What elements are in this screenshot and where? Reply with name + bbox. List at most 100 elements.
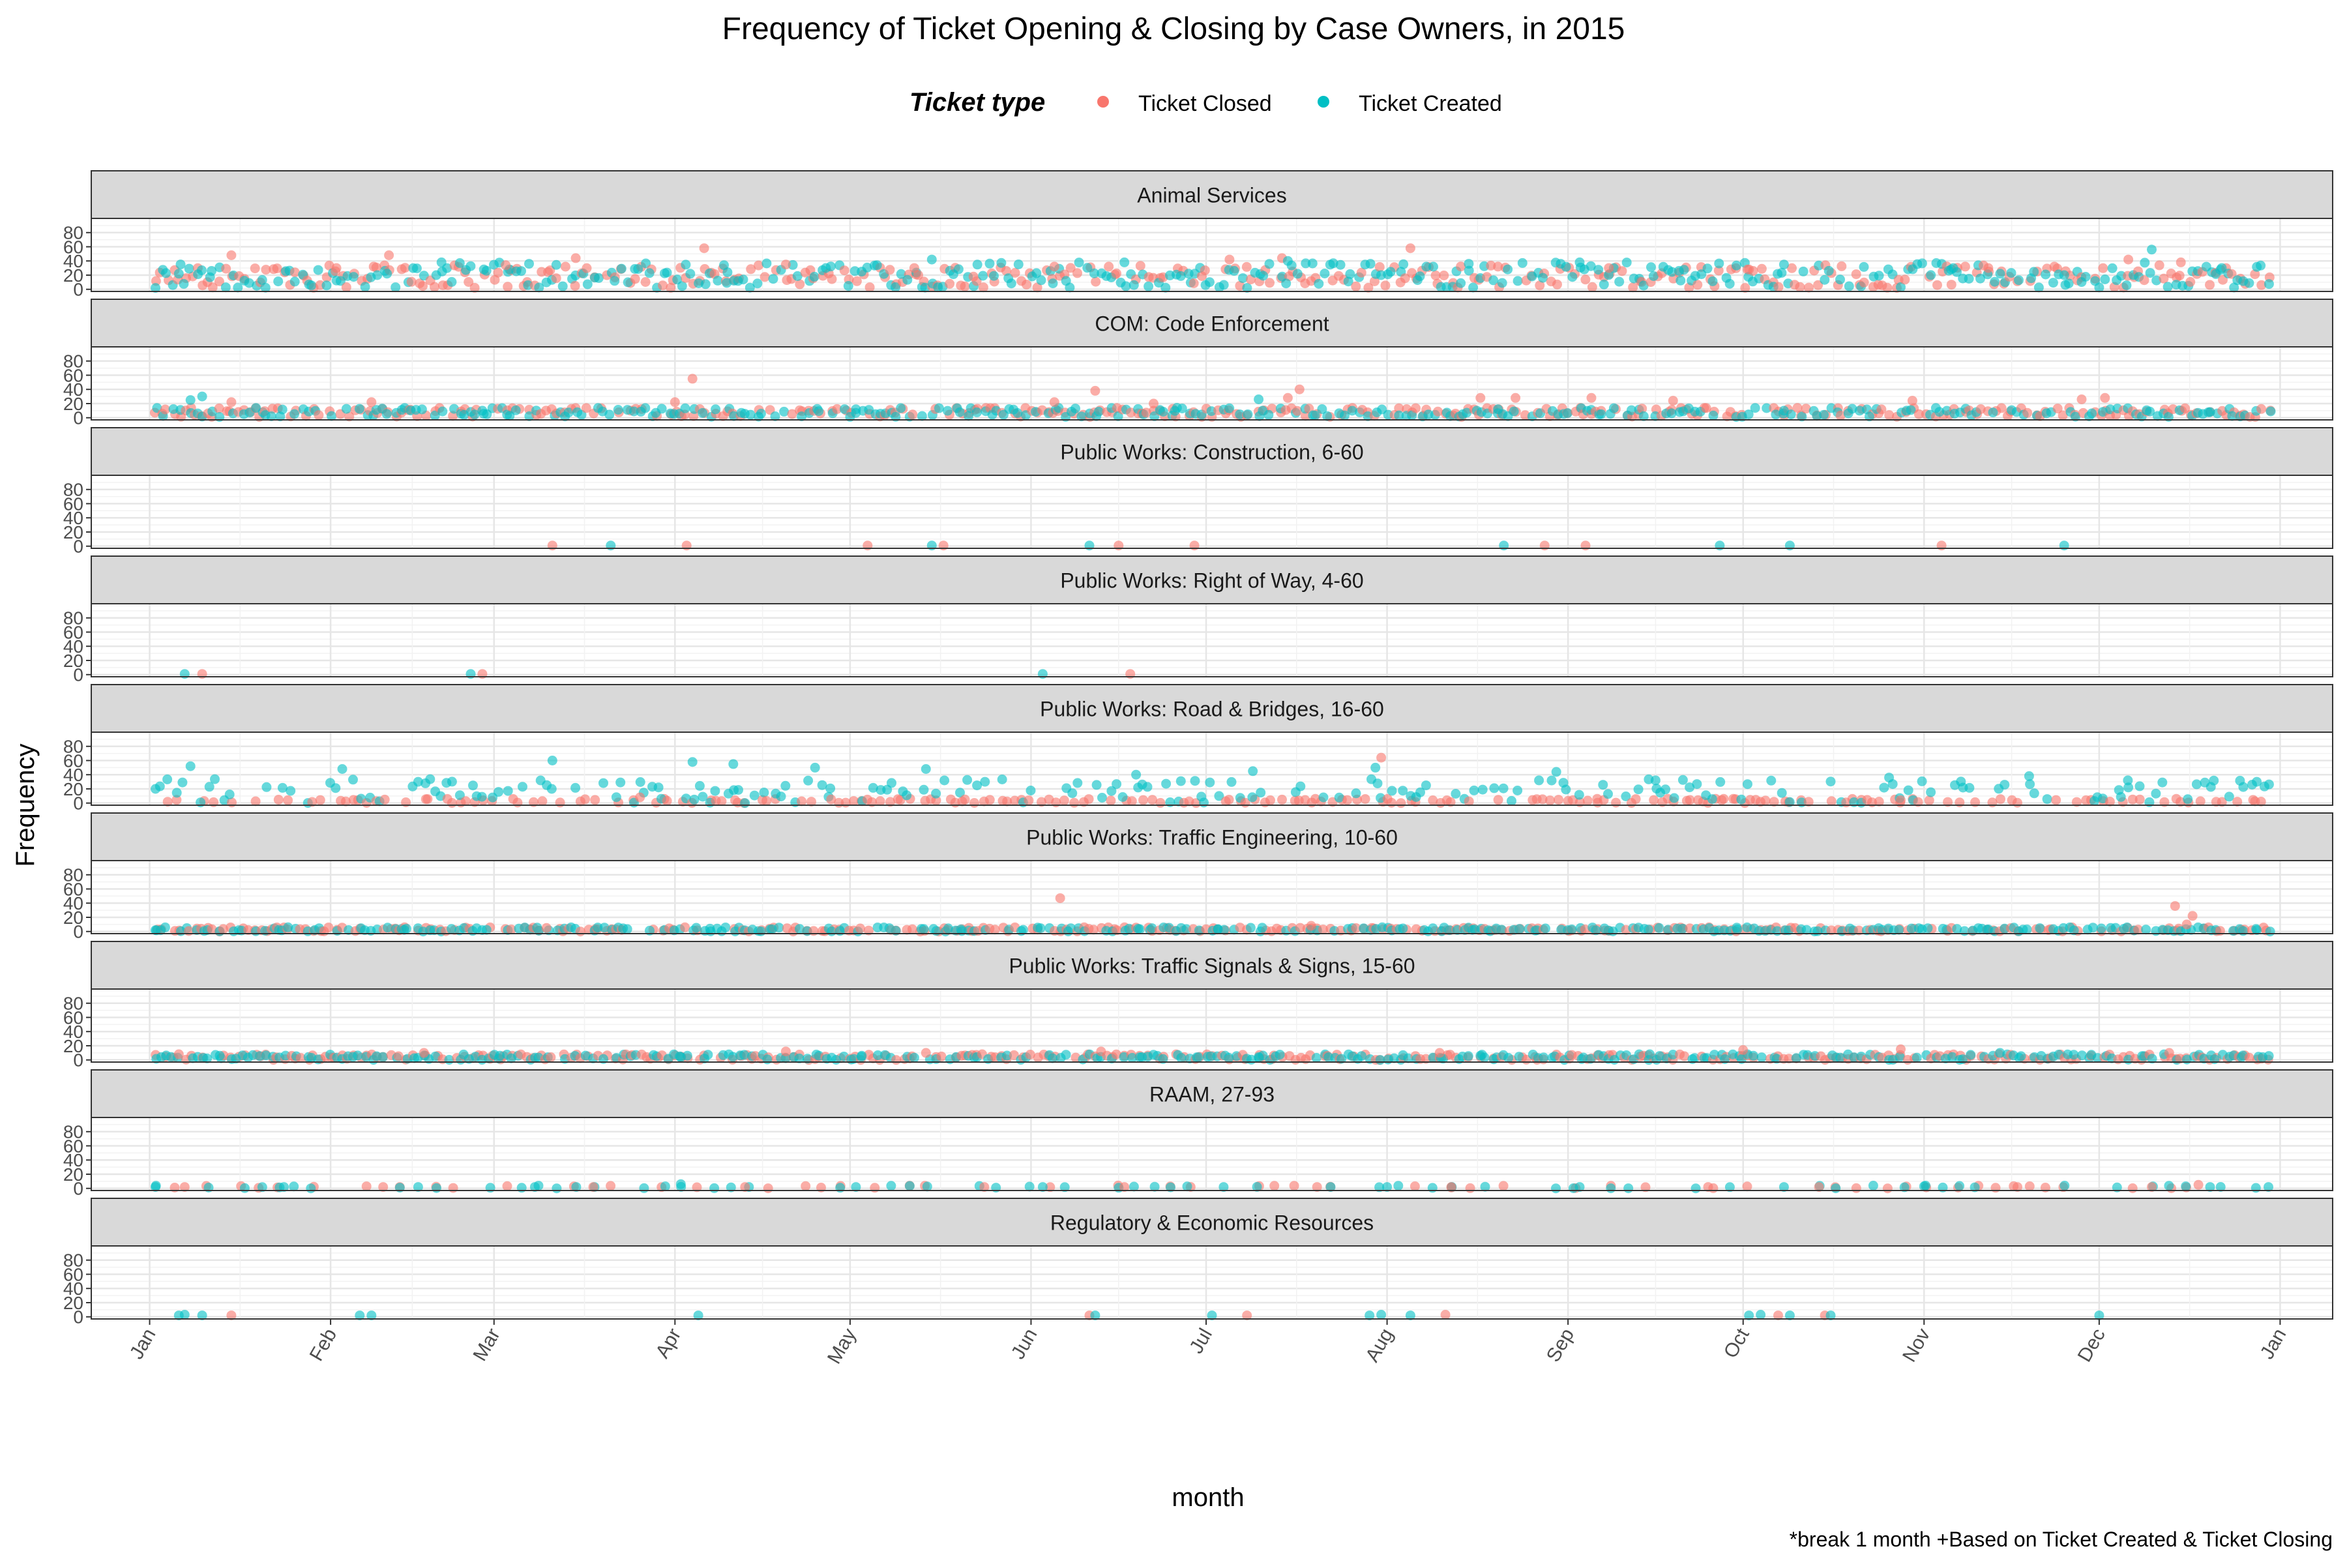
point-ticket-created (1037, 1182, 1048, 1192)
facet-strip (91, 427, 2333, 476)
point-ticket-created (919, 784, 929, 795)
point-ticket-created (1175, 271, 1186, 281)
y-tick-label: 0 (73, 793, 83, 814)
point-ticket-created (2025, 779, 2035, 790)
point-ticket-closed (555, 797, 565, 808)
point-ticket-created (1926, 787, 1936, 797)
point-ticket-created (411, 263, 422, 274)
y-tick-label: 20 (63, 522, 83, 542)
point-ticket-created (1762, 403, 1772, 413)
point-ticket-closed (687, 374, 698, 384)
point-ticket-created (1264, 259, 1275, 269)
point-ticket-created (1621, 258, 1632, 268)
point-ticket-closed (2244, 1052, 2254, 1063)
point-ticket-created (582, 279, 593, 289)
point-ticket-created (2264, 779, 2274, 790)
point-ticket-created (825, 261, 836, 272)
point-ticket-created (825, 783, 836, 793)
point-ticket-created (978, 271, 988, 281)
point-ticket-created (1427, 1183, 1438, 1193)
point-ticket-closed (1090, 385, 1100, 396)
point-ticket-closed (1289, 1181, 1299, 1191)
point-ticket-created (204, 782, 214, 792)
legend: Ticket type Ticket Closed Ticket Created (909, 88, 1502, 117)
point-ticket-created (1295, 781, 1306, 791)
point-ticket-created (2035, 923, 2045, 934)
x-tick-label: Apr (651, 1325, 685, 1362)
point-ticket-closed (1032, 282, 1042, 293)
y-tick-label: 60 (63, 1007, 83, 1028)
point-ticket-closed (1628, 282, 1638, 293)
point-ticket-closed (1804, 282, 1814, 293)
point-ticket-created (1654, 923, 1664, 933)
point-ticket-created (1142, 782, 1153, 792)
point-ticket-created (1013, 259, 1024, 269)
point-ticket-closed (214, 403, 224, 413)
point-ticket-closed (2195, 796, 2206, 806)
point-ticket-created (613, 405, 623, 415)
facet-points (173, 1310, 2104, 1321)
point-ticket-closed (1784, 1054, 1794, 1064)
point-ticket-created (425, 774, 435, 784)
point-ticket-created (1082, 263, 1093, 273)
point-ticket-created (803, 1054, 812, 1064)
point-ticket-created (1070, 404, 1080, 414)
point-ticket-closed (1498, 1181, 1509, 1191)
point-ticket-closed (1049, 261, 1059, 272)
point-ticket-created (1214, 791, 1224, 801)
point-ticket-created (1464, 265, 1474, 276)
point-ticket-created (593, 273, 604, 283)
point-ticket-created (1690, 1183, 1701, 1194)
point-ticket-created (1779, 406, 1789, 416)
point-ticket-created (494, 787, 504, 797)
point-ticket-closed (261, 265, 271, 275)
point-ticket-created (1035, 923, 1046, 934)
point-ticket-created (1894, 925, 1904, 935)
point-ticket-created (162, 774, 173, 784)
point-ticket-closed (341, 282, 351, 292)
point-ticket-closed (2123, 254, 2134, 265)
point-ticket-closed (1104, 261, 1114, 272)
point-ticket-created (547, 756, 557, 765)
point-ticket-closed (760, 272, 770, 282)
point-ticket-closed (908, 409, 918, 420)
point-ticket-created (662, 267, 672, 278)
point-ticket-created (202, 1053, 213, 1063)
point-ticket-created (687, 757, 698, 767)
point-ticket-created (468, 780, 478, 791)
point-ticket-created (1596, 409, 1606, 419)
point-ticket-created (1317, 404, 1327, 414)
point-ticket-created (2059, 1181, 2070, 1191)
point-ticket-created (896, 269, 906, 279)
point-ticket-closed (1983, 263, 1994, 273)
facet-strip-label: Public Works: Right of Way, 4-60 (1060, 569, 1363, 593)
point-ticket-created (917, 411, 927, 421)
point-ticket-created (2100, 274, 2110, 284)
y-tick-label: 80 (63, 865, 83, 885)
point-ticket-created (2096, 923, 2106, 934)
point-ticket-created (698, 407, 708, 418)
point-ticket-created (728, 759, 739, 769)
point-ticket-created (1218, 280, 1229, 290)
point-ticket-created (749, 790, 760, 801)
point-ticket-created (1258, 271, 1269, 281)
point-ticket-closed (1631, 794, 1641, 805)
point-ticket-created (1674, 266, 1684, 276)
point-ticket-created (335, 276, 346, 286)
point-ticket-closed (1649, 795, 1659, 805)
point-ticket-created (2209, 775, 2219, 786)
point-ticket-created (1777, 268, 1787, 278)
point-ticket-closed (171, 795, 182, 805)
point-ticket-created (711, 404, 721, 415)
point-ticket-closed (1022, 279, 1031, 289)
point-ticket-created (2094, 282, 2104, 293)
point-ticket-closed (990, 925, 1000, 935)
point-ticket-created (1190, 776, 1200, 786)
point-ticket-created (2252, 777, 2262, 787)
x-tick-label: Aug (1361, 1325, 1397, 1366)
point-ticket-closed (2051, 795, 2061, 805)
point-ticket-created (1242, 283, 1252, 293)
point-ticket-closed (1611, 797, 1621, 808)
x-tick-label: Oct (1720, 1324, 1754, 1361)
